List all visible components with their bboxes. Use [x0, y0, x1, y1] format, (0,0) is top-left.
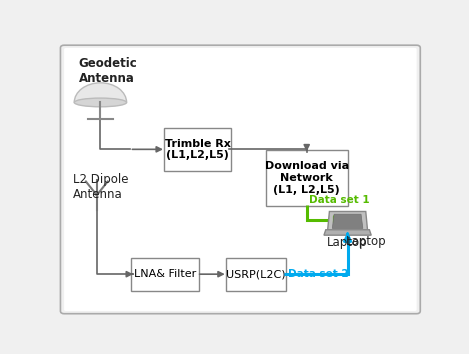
- Text: Geodetic
Antenna: Geodetic Antenna: [79, 57, 137, 85]
- Polygon shape: [327, 211, 368, 230]
- Text: L2 Dipole
Antenna: L2 Dipole Antenna: [73, 173, 129, 201]
- Polygon shape: [333, 214, 363, 228]
- Text: Laptop: Laptop: [327, 236, 368, 249]
- Text: Trimble Rx
(L1,L2,L5): Trimble Rx (L1,L2,L5): [165, 139, 231, 160]
- FancyBboxPatch shape: [164, 129, 231, 171]
- Text: Download via
Network
(L1, L2,L5): Download via Network (L1, L2,L5): [265, 161, 349, 195]
- FancyBboxPatch shape: [226, 258, 286, 291]
- Text: Data set 1: Data set 1: [309, 195, 369, 205]
- FancyBboxPatch shape: [266, 150, 348, 206]
- Text: USRP(L2C): USRP(L2C): [226, 269, 286, 279]
- FancyBboxPatch shape: [61, 45, 420, 314]
- Text: LNA& Filter: LNA& Filter: [134, 269, 196, 279]
- Text: Laptop: Laptop: [346, 235, 386, 248]
- Wedge shape: [74, 83, 127, 102]
- Ellipse shape: [74, 98, 127, 107]
- Polygon shape: [324, 230, 371, 235]
- FancyBboxPatch shape: [64, 48, 416, 311]
- Text: Data set 2: Data set 2: [287, 269, 348, 279]
- FancyBboxPatch shape: [131, 258, 198, 291]
